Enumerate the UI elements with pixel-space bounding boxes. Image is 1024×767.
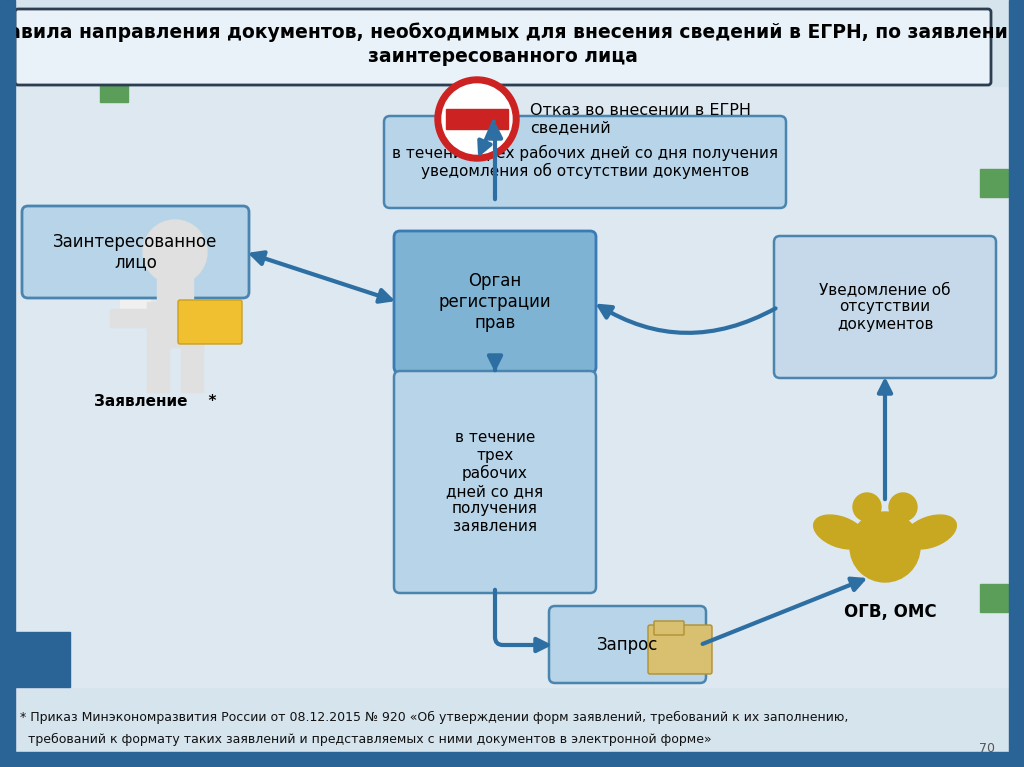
FancyBboxPatch shape (654, 621, 684, 635)
FancyBboxPatch shape (549, 606, 706, 683)
Text: Отказ во внесении в ЕГРН
сведений: Отказ во внесении в ЕГРН сведений (530, 103, 751, 135)
Ellipse shape (903, 515, 956, 549)
FancyBboxPatch shape (22, 206, 249, 298)
Circle shape (442, 84, 512, 154)
Bar (0, 752, 1024, 767)
Bar (1009, 0, 1024, 767)
Bar (15, 27, 70, 82)
FancyBboxPatch shape (394, 231, 596, 373)
Circle shape (889, 493, 918, 521)
FancyBboxPatch shape (178, 300, 242, 344)
Circle shape (435, 77, 519, 161)
Bar (147, 342, 169, 392)
Bar (15, 632, 70, 687)
Text: требований к формату таких заявлений и представляемых с ними документов в электр: требований к формату таких заявлений и п… (20, 732, 712, 746)
Text: в течение трех рабочих дней со дня получения
уведомления об отсутствии документо: в течение трех рабочих дней со дня получ… (392, 144, 778, 179)
Circle shape (850, 512, 920, 582)
FancyBboxPatch shape (648, 625, 712, 674)
Text: заинтересованного лица: заинтересованного лица (368, 48, 638, 67)
Bar (446, 109, 508, 129)
FancyBboxPatch shape (394, 371, 596, 593)
Bar (980, 169, 1008, 197)
Text: Уведомление об
отсутствии
документов: Уведомление об отсутствии документов (819, 282, 950, 332)
Bar (15, 87, 1009, 687)
Bar (980, 584, 1008, 612)
Text: Заявление    *: Заявление * (94, 394, 216, 410)
Bar (100, 74, 128, 102)
Text: Запрос: Запрос (597, 636, 658, 653)
Text: 70: 70 (979, 742, 995, 755)
Text: в течение
трех
рабочих
дней со дня
получения
заявления: в течение трех рабочих дней со дня получ… (446, 430, 544, 534)
Bar (181, 342, 203, 392)
FancyBboxPatch shape (15, 9, 991, 85)
Ellipse shape (814, 515, 866, 549)
Text: * Приказ Минэкономразвития России от 08.12.2015 № 920 «Об утверждении форм заявл: * Приказ Минэкономразвития России от 08.… (20, 710, 848, 723)
FancyBboxPatch shape (384, 116, 786, 208)
Text: Правила направления документов, необходимых для внесения сведений в ЕГРН, по зая: Правила направления документов, необходи… (0, 22, 1024, 41)
Bar (157, 255, 193, 307)
Circle shape (853, 493, 881, 521)
Text: ОГВ, ОМС: ОГВ, ОМС (844, 603, 936, 621)
Bar (110, 309, 150, 327)
Bar (147, 302, 203, 347)
Text: Орган
регистрации
прав: Орган регистрации прав (438, 272, 551, 332)
Bar (0, 0, 15, 767)
Bar (203, 309, 238, 327)
Text: Заинтересованное
лицо: Заинтересованное лицо (53, 232, 218, 272)
FancyBboxPatch shape (774, 236, 996, 378)
Circle shape (143, 220, 207, 284)
Bar (120, 282, 150, 322)
